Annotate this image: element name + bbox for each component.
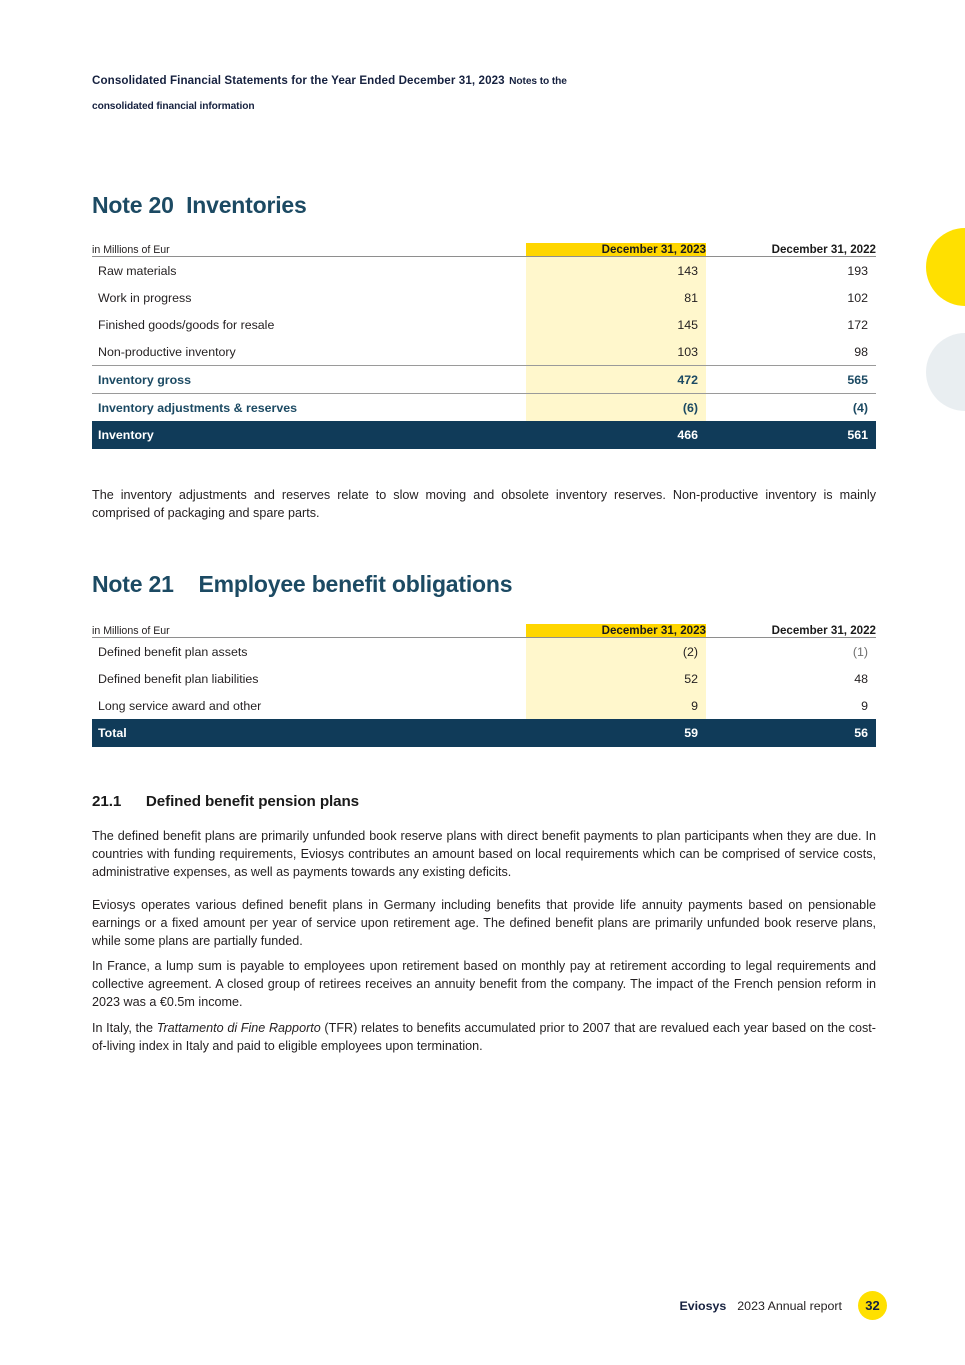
note-20-heading: Note 20 Inventories bbox=[92, 192, 307, 219]
paragraph-4-text-before: In Italy, the bbox=[92, 1021, 157, 1035]
table-row: Work in progress 81 102 bbox=[92, 284, 876, 311]
total-value-2023: 466 bbox=[526, 421, 706, 449]
subsection-21-1-heading: 21.1 Defined benefit pension plans bbox=[92, 793, 359, 810]
paragraph-4-italic-term: Trattamento di Fine Rapporto bbox=[156, 1021, 321, 1035]
paragraph-4-text-after: (TFR) relates to benefits accumulated pr… bbox=[92, 1021, 876, 1053]
row-value-2022: (1) bbox=[852, 644, 868, 659]
subtotal-label: Inventory gross bbox=[92, 365, 526, 394]
subtotal-value-2023: (6) bbox=[526, 393, 706, 421]
row-value-2022: 98 bbox=[854, 344, 868, 359]
running-header-sub-inline: Notes to the bbox=[509, 76, 567, 87]
note-20-number: Note 20 bbox=[92, 192, 174, 218]
row-label: Finished goods/goods for resale bbox=[98, 317, 275, 332]
inventories-table: in Millions of Eur December 31, 2023 Dec… bbox=[92, 243, 876, 454]
page-footer: Eviosys 2023 Annual report 32 bbox=[679, 1291, 887, 1320]
decorative-yellow-circle bbox=[926, 228, 965, 306]
row-value-2022: 48 bbox=[854, 671, 868, 686]
total-underline bbox=[92, 449, 876, 454]
decorative-gray-circle bbox=[926, 333, 965, 411]
row-value-2022: 9 bbox=[861, 698, 868, 713]
row-value-2022: 102 bbox=[847, 290, 868, 305]
table-row: Raw materials 143 193 bbox=[92, 256, 876, 284]
table-row: Long service award and other 9 9 bbox=[92, 692, 876, 719]
column-header-2023: December 31, 2023 bbox=[526, 243, 706, 256]
column-header-2022: December 31, 2022 bbox=[771, 624, 876, 637]
subtotal-value-2022: 565 bbox=[706, 365, 876, 394]
row-value-2023: 145 bbox=[526, 311, 706, 338]
unit-label: in Millions of Eur bbox=[92, 243, 170, 256]
subsection-title: Defined benefit pension plans bbox=[145, 793, 360, 810]
table-row: Non-productive inventory 103 98 bbox=[92, 338, 876, 366]
defined-benefit-paragraph-1: The defined benefit plans are primarily … bbox=[92, 829, 876, 879]
column-header-2023: December 31, 2023 bbox=[526, 624, 706, 637]
row-label: Defined benefit plan liabilities bbox=[98, 671, 259, 686]
table-total-row: Total 59 56 bbox=[92, 719, 876, 747]
row-value-2023: 52 bbox=[526, 665, 706, 692]
table-subtotal-row: Inventory gross 472 565 bbox=[92, 365, 876, 394]
total-label: Inventory bbox=[92, 421, 526, 449]
row-label: Defined benefit plan assets bbox=[98, 644, 248, 659]
row-label: Non-productive inventory bbox=[98, 344, 236, 359]
subtotal-value-2022: (4) bbox=[706, 393, 876, 421]
row-value-2022: 172 bbox=[847, 317, 868, 332]
table-header-row: in Millions of Eur December 31, 2023 Dec… bbox=[92, 624, 876, 637]
header-rule bbox=[92, 256, 876, 257]
defined-benefit-paragraph-2: Eviosys operates various defined benefit… bbox=[92, 898, 876, 948]
table-header-row: in Millions of Eur December 31, 2023 Dec… bbox=[92, 243, 876, 256]
row-label: Long service award and other bbox=[98, 698, 262, 713]
row-label: Work in progress bbox=[98, 290, 192, 305]
running-header-sub-second-line: consolidated financial information bbox=[92, 100, 255, 112]
total-label: Total bbox=[92, 719, 526, 747]
page-number-badge: 32 bbox=[858, 1291, 887, 1320]
row-value-2023: 143 bbox=[526, 256, 706, 284]
total-value-2022: 561 bbox=[706, 421, 876, 449]
report-label: 2023 Annual report bbox=[737, 1298, 842, 1313]
subsection-number: 21.1 bbox=[92, 793, 122, 810]
column-header-2022: December 31, 2022 bbox=[771, 243, 876, 256]
row-label: Raw materials bbox=[98, 263, 177, 278]
defined-benefit-paragraph-4: In Italy, the Trattamento di Fine Rappor… bbox=[92, 1020, 876, 1056]
table-subtotal-row: Inventory adjustments & reserves (6) (4) bbox=[92, 393, 876, 421]
note-21-title: Employee benefit obligations bbox=[198, 571, 513, 597]
header-rule bbox=[92, 637, 876, 638]
note-21-number: Note 21 bbox=[92, 571, 174, 597]
row-value-2023: 81 bbox=[526, 284, 706, 311]
note-20-title: Inventories bbox=[186, 192, 307, 218]
subtotal-value-2023: 472 bbox=[526, 365, 706, 394]
table-row: Finished goods/goods for resale 145 172 bbox=[92, 311, 876, 338]
row-value-2023: 103 bbox=[526, 338, 706, 366]
row-value-2022: 193 bbox=[847, 263, 868, 278]
inventories-note-paragraph: The inventory adjustments and reserves r… bbox=[92, 488, 876, 520]
total-underline bbox=[92, 747, 876, 752]
table-total-row: Inventory 466 561 bbox=[92, 421, 876, 449]
total-value-2023: 59 bbox=[526, 719, 706, 747]
total-value-2022: 56 bbox=[706, 719, 876, 747]
row-value-2023: 9 bbox=[526, 692, 706, 719]
subtotal-label: Inventory adjustments & reserves bbox=[92, 393, 526, 421]
row-value-2023: (2) bbox=[526, 637, 706, 665]
note-21-heading: Note 21 Employee benefit obligations bbox=[92, 571, 513, 598]
brand-name: Eviosys bbox=[679, 1298, 727, 1313]
defined-benefit-paragraph-3: In France, a lump sum is payable to empl… bbox=[92, 959, 876, 1009]
running-header-main: Consolidated Financial Statements for th… bbox=[92, 74, 505, 87]
employee-benefit-obligations-table: in Millions of Eur December 31, 2023 Dec… bbox=[92, 624, 876, 752]
table-row: Defined benefit plan liabilities 52 48 bbox=[92, 665, 876, 692]
running-header: Consolidated Financial Statements for th… bbox=[92, 68, 792, 118]
unit-label: in Millions of Eur bbox=[92, 624, 170, 637]
table-row: Defined benefit plan assets (2) (1) bbox=[92, 637, 876, 665]
